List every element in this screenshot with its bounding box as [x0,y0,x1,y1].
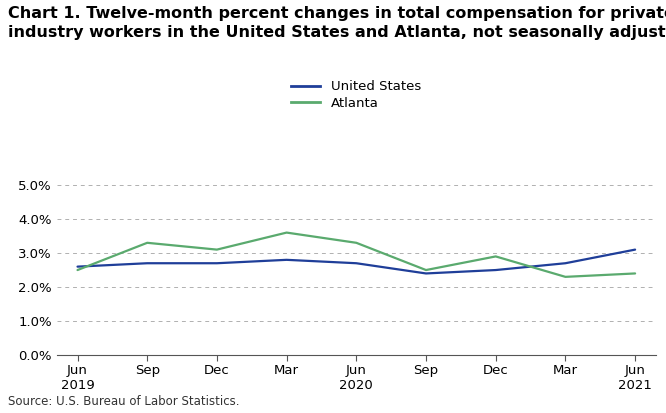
United States [631,247,639,252]
United States [422,271,430,276]
Atlanta [492,254,500,259]
Atlanta [213,247,221,252]
Atlanta [143,240,151,245]
Atlanta [631,271,639,276]
Atlanta [73,268,81,273]
United States [73,264,81,269]
Atlanta [561,274,569,279]
United States [213,261,221,266]
Line: Atlanta: Atlanta [77,233,635,277]
Text: Source: U.S. Bureau of Labor Statistics.: Source: U.S. Bureau of Labor Statistics. [8,395,240,408]
Text: Chart 1. Twelve-month percent changes in total compensation for private
industry: Chart 1. Twelve-month percent changes in… [8,6,666,40]
United States [143,261,151,266]
Atlanta [282,230,290,235]
United States [282,257,290,262]
Atlanta [352,240,360,245]
Line: United States: United States [77,249,635,273]
United States [352,261,360,266]
United States [492,268,500,273]
Atlanta [422,268,430,273]
Legend: United States, Atlanta: United States, Atlanta [292,80,421,109]
United States [561,261,569,266]
